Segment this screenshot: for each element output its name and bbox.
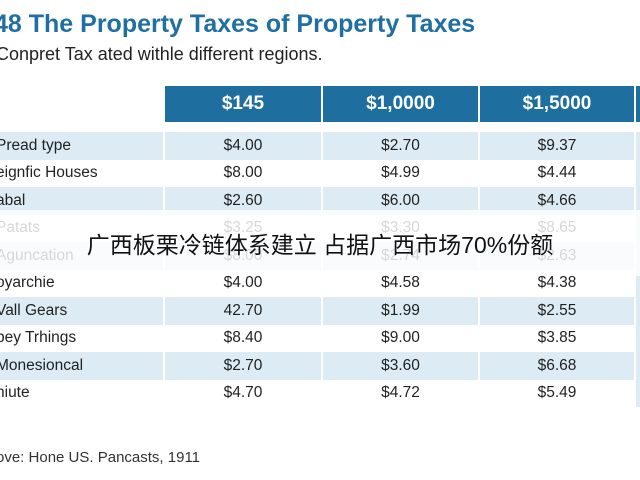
table-row: abal $2.60 $6.00 $4.66: [0, 187, 640, 215]
table-cell: $8.40: [165, 324, 323, 352]
table-cell: $3.85: [480, 324, 636, 352]
table-cell: $4.44: [480, 159, 636, 187]
table-cell: 42.70: [165, 297, 323, 325]
table-cell: $9.00: [323, 324, 480, 352]
cut-cell: [636, 324, 640, 352]
table-cell: $4.58: [323, 269, 480, 297]
table-cell: $4.38: [480, 269, 636, 297]
subtitle: Conpret Tax ated withle different region…: [0, 44, 323, 64]
table-cell: $4.72: [323, 379, 480, 407]
table-row: Pread type $4.00 $2.70 $9.37: [0, 132, 640, 160]
row-label: eignfic Houses: [0, 159, 165, 187]
row-label: abal: [0, 187, 165, 215]
table-row: pey Trhings $8.40 $9.00 $3.85: [0, 324, 640, 352]
cut-cell: [636, 132, 640, 160]
table-cell: $6.68: [480, 352, 636, 380]
table-cell: $4.00: [165, 132, 323, 160]
table-row: niute $4.70 $4.72 $5.49: [0, 379, 640, 407]
header-row: $145 $1,0000 $1,5000: [0, 86, 640, 122]
table-cell: $4.99: [323, 159, 480, 187]
cut-cell: [636, 379, 640, 407]
table-cell: $4.70: [165, 379, 323, 407]
column-header-cut: [636, 86, 640, 122]
table-cell: $6.00: [323, 187, 480, 215]
table-cell: $2.70: [323, 132, 480, 160]
header-blank: [0, 86, 165, 122]
row-label: pey Trhings: [0, 324, 165, 352]
table-cell: $3.60: [323, 352, 480, 380]
table-row: eignfic Houses $8.00 $4.99 $4.44: [0, 159, 640, 187]
cut-cell: [636, 297, 640, 325]
cut-cell: [636, 187, 640, 215]
row-label: niute: [0, 379, 165, 407]
title: 48 The Property Taxes of Property Taxes: [0, 10, 476, 38]
table-row: Vall Gears 42.70 $1.99 $2.55: [0, 297, 640, 325]
table-cell: $4.66: [480, 187, 636, 215]
table-cell: $5.49: [480, 379, 636, 407]
row-label: oyarchie: [0, 269, 165, 297]
banner: 广西板栗冷链体系建立 占据广西市场70%份额: [0, 210, 640, 276]
table-cell: $8.00: [165, 159, 323, 187]
row-label: Monesioncal: [0, 352, 165, 380]
cut-cell: [636, 159, 640, 187]
cut-cell: [636, 269, 640, 297]
table: $145 $1,0000 $1,5000 Pread type $4.00 $2.70 $…: [0, 86, 640, 407]
source: ove: Hone US. Pancasts, 1911: [0, 449, 201, 466]
table-row: Monesioncal $2.70 $3.60 $6.68: [0, 352, 640, 380]
table-cell: $4.00: [165, 269, 323, 297]
column-header: $1,5000: [480, 86, 636, 122]
table-cell: $2.60: [165, 187, 323, 215]
table-body: Pread type $4.00 $2.70 $9.37 eignfic Houses $…: [0, 132, 640, 407]
column-header: $1,0000: [323, 86, 480, 122]
row-label: Pread type: [0, 132, 165, 160]
column-header: $145: [165, 86, 323, 122]
table-cell: $9.37: [480, 132, 636, 160]
table-cell: $2.55: [480, 297, 636, 325]
cut-cell: [636, 352, 640, 380]
row-label: Vall Gears: [0, 297, 165, 325]
table-cell: $2.70: [165, 352, 323, 380]
table-cell: $1.99: [323, 297, 480, 325]
